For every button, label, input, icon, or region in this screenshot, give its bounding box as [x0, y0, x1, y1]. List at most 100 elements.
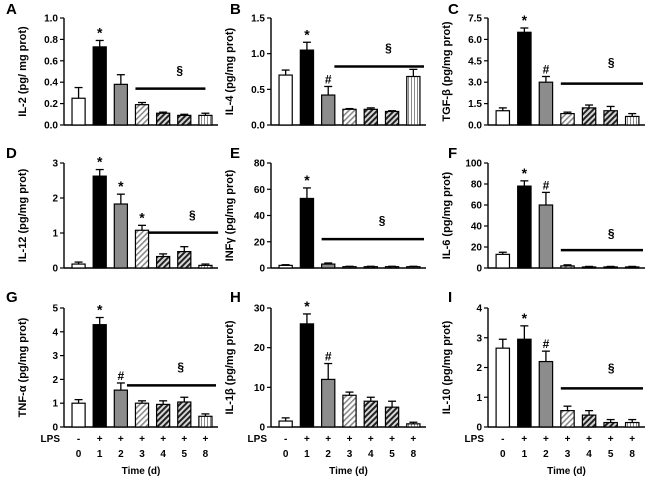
- panel-c: C 0.0 1.5 3.0 4.5 6.0 7.5 TGF-β (pg/mg prot) * # §: [441, 1, 645, 132]
- y-axis-label: IL-6 (pg/mg prot): [441, 171, 453, 259]
- bar-3: [134, 229, 150, 269]
- lps-sign: +: [160, 434, 166, 445]
- panel-letter: G: [6, 289, 18, 306]
- panel-g: G 0 1 2 3 4 5 TNF-α (pg/mg prot) * # § - 0 +1 +2 +3 +4 +5…: [6, 289, 218, 477]
- bar-2: [538, 81, 554, 126]
- bar-4: [363, 108, 378, 126]
- y-tick-label: 0.6: [44, 56, 58, 67]
- panel-i: I 0 1 2 3 4 IL-10 (pg/mg prot) * # § - 0 +1 +2 +3 +4 +5 +…: [441, 289, 645, 477]
- bar-5: [384, 406, 400, 428]
- bar-1: [299, 49, 315, 126]
- significance-mark: *: [118, 178, 124, 194]
- panel-f: F 0 20 40 60 80 100 IL-6 (pg/mg prot) * # §: [441, 145, 645, 275]
- y-tick-label: 3: [52, 351, 58, 362]
- lps-label: LPS: [41, 434, 61, 445]
- x-tick-label: 5: [389, 449, 395, 460]
- y-axis-label: TGF-β (pg/mg prot): [441, 21, 453, 122]
- lps-sign: -: [501, 434, 504, 445]
- x-tick-label: 1: [304, 449, 310, 460]
- x-tick-label: 3: [565, 449, 571, 460]
- bar-4: [581, 414, 597, 428]
- lps-sign: +: [203, 434, 209, 445]
- bar-2: [321, 94, 336, 126]
- x-tick-label: 4: [368, 449, 374, 460]
- lps-sign: +: [586, 434, 592, 445]
- x-tick-label: 8: [411, 449, 417, 460]
- y-tick-label: 5: [52, 304, 58, 315]
- section-symbol: §: [177, 360, 184, 374]
- significance-mark: *: [139, 209, 145, 225]
- x-tick-label: 8: [203, 449, 209, 460]
- x-tick-label: 3: [139, 449, 145, 460]
- x-axis-label: Time (d): [329, 466, 368, 477]
- panel-letter: H: [230, 289, 241, 306]
- panel-letter: D: [6, 145, 17, 162]
- bar-6: [406, 423, 421, 428]
- panel-letter: E: [230, 145, 240, 162]
- bar-1: [92, 175, 107, 269]
- lps-sign: +: [410, 434, 416, 445]
- y-tick-label: 4.5: [468, 56, 482, 67]
- bar-1: [299, 197, 315, 269]
- lps-sign: +: [118, 434, 124, 445]
- bar-2: [113, 83, 129, 126]
- bar-2: [113, 203, 129, 269]
- section-symbol: §: [608, 227, 615, 241]
- lps-sign: +: [304, 434, 310, 445]
- y-tick-label: 80: [471, 180, 483, 191]
- bar-2: [113, 389, 129, 428]
- bar-6: [624, 421, 640, 428]
- section-symbol: §: [608, 361, 615, 375]
- y-tick-label: 60: [254, 185, 266, 196]
- y-axis-label: TNF-α (pg/mg prot): [17, 317, 29, 417]
- bar-4: [363, 400, 378, 428]
- bar-3: [560, 265, 575, 269]
- lps-sign: +: [97, 434, 103, 445]
- bar-0: [71, 402, 86, 428]
- bar-5: [603, 110, 618, 126]
- bar-3: [134, 402, 150, 428]
- bar-4: [581, 266, 597, 269]
- bar-6: [198, 114, 213, 126]
- y-tick-label: 0.4: [44, 78, 58, 89]
- panel-letter: C: [448, 1, 459, 18]
- significance-mark: #: [118, 369, 125, 383]
- panel-b: B 0.0 0.5 1.0 1.5 IL-4 (pg/mg prot) * # §: [224, 1, 426, 132]
- y-tick-label: 0: [476, 264, 482, 275]
- x-tick-label: 1: [97, 449, 103, 460]
- y-tick-label: 60: [471, 201, 483, 212]
- section-symbol: §: [385, 41, 392, 55]
- bar-0: [71, 97, 86, 126]
- bar-0: [278, 74, 293, 126]
- lps-sign: -: [284, 434, 287, 445]
- y-tick-label: 1: [52, 229, 58, 240]
- x-tick-label: 0: [76, 449, 82, 460]
- y-tick-label: 3.0: [468, 78, 482, 89]
- x-tick-label: 5: [182, 449, 188, 460]
- y-axis-label: IL-10 (pg/mg prot): [441, 320, 453, 414]
- lps-sign: +: [565, 434, 571, 445]
- y-tick-label: 80: [254, 159, 266, 170]
- bar-0: [278, 420, 293, 428]
- y-tick-label: 0.0: [251, 121, 265, 132]
- x-tick-label: 4: [586, 449, 592, 460]
- bar-2: [321, 263, 336, 269]
- y-tick-label: 0.5: [251, 85, 265, 96]
- significance-mark: #: [325, 72, 332, 86]
- panel-d: D 0 1 2 3 IL-12 (pg/mg prot) * * * §: [6, 145, 219, 275]
- bar-3: [342, 394, 357, 428]
- y-tick-label: 4: [52, 327, 58, 338]
- significance-mark: *: [522, 310, 528, 326]
- lps-sign: +: [543, 434, 549, 445]
- y-tick-label: 0.0: [44, 121, 58, 132]
- bar-1: [92, 46, 107, 126]
- y-tick-label: 0.2: [44, 99, 58, 110]
- bar-5: [177, 401, 192, 428]
- bar-3: [134, 104, 150, 126]
- y-tick-label: 20: [471, 243, 483, 254]
- bar-1: [92, 324, 107, 428]
- significance-mark: #: [543, 337, 550, 351]
- significance-mark: #: [543, 62, 550, 76]
- panel-letter: A: [6, 1, 17, 18]
